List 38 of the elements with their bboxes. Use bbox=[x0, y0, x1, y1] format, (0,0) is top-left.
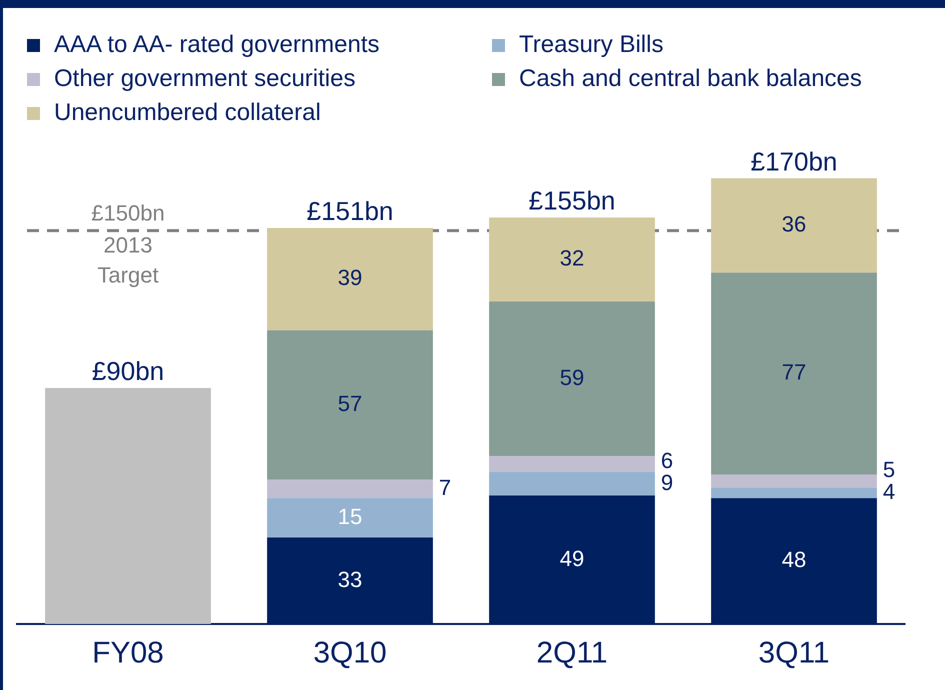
total-label: £90bn bbox=[92, 356, 164, 386]
data-label: 7 bbox=[438, 475, 452, 500]
bar bbox=[711, 178, 877, 273]
bar bbox=[489, 301, 655, 456]
x-tick-label: 3Q11 bbox=[758, 636, 830, 670]
bar bbox=[267, 228, 433, 330]
data-label: 48 bbox=[782, 547, 806, 572]
data-label: 59 bbox=[560, 364, 584, 390]
bar bbox=[267, 498, 433, 538]
bar bbox=[45, 388, 211, 624]
legend-label: Cash and central bank balances bbox=[519, 64, 862, 94]
bar bbox=[267, 480, 433, 498]
data-label: 49 bbox=[560, 546, 584, 571]
bar bbox=[489, 456, 655, 472]
total-label: £170bn bbox=[750, 146, 838, 176]
x-tick-label: 2Q11 bbox=[536, 636, 608, 670]
data-label: 57 bbox=[338, 391, 362, 416]
data-label: 32 bbox=[560, 246, 584, 271]
bar bbox=[267, 330, 433, 480]
bar bbox=[711, 272, 877, 475]
x-tick-label: 3Q10 bbox=[313, 636, 387, 670]
data-label: 36 bbox=[782, 211, 806, 236]
legend-label: Other government securities bbox=[54, 64, 356, 94]
data-label: 15 bbox=[338, 504, 362, 529]
bar bbox=[489, 472, 655, 496]
x-tick-label: FY08 bbox=[92, 636, 164, 670]
bar bbox=[711, 474, 877, 488]
bar bbox=[489, 218, 655, 302]
bar bbox=[711, 488, 877, 498]
ref-line-label: £150bn 2013 Target bbox=[91, 200, 165, 288]
data-label: 39 bbox=[338, 265, 362, 290]
total-label: £155bn bbox=[528, 186, 616, 216]
total-label: £151bn bbox=[306, 196, 394, 226]
legend-label: Unencumbered collateral bbox=[54, 98, 321, 128]
legend-label: AAA to AA- rated governments bbox=[54, 30, 380, 60]
data-label: 77 bbox=[782, 360, 806, 385]
data-label: 33 bbox=[338, 566, 362, 592]
legend-label: Treasury Bills bbox=[519, 30, 664, 60]
